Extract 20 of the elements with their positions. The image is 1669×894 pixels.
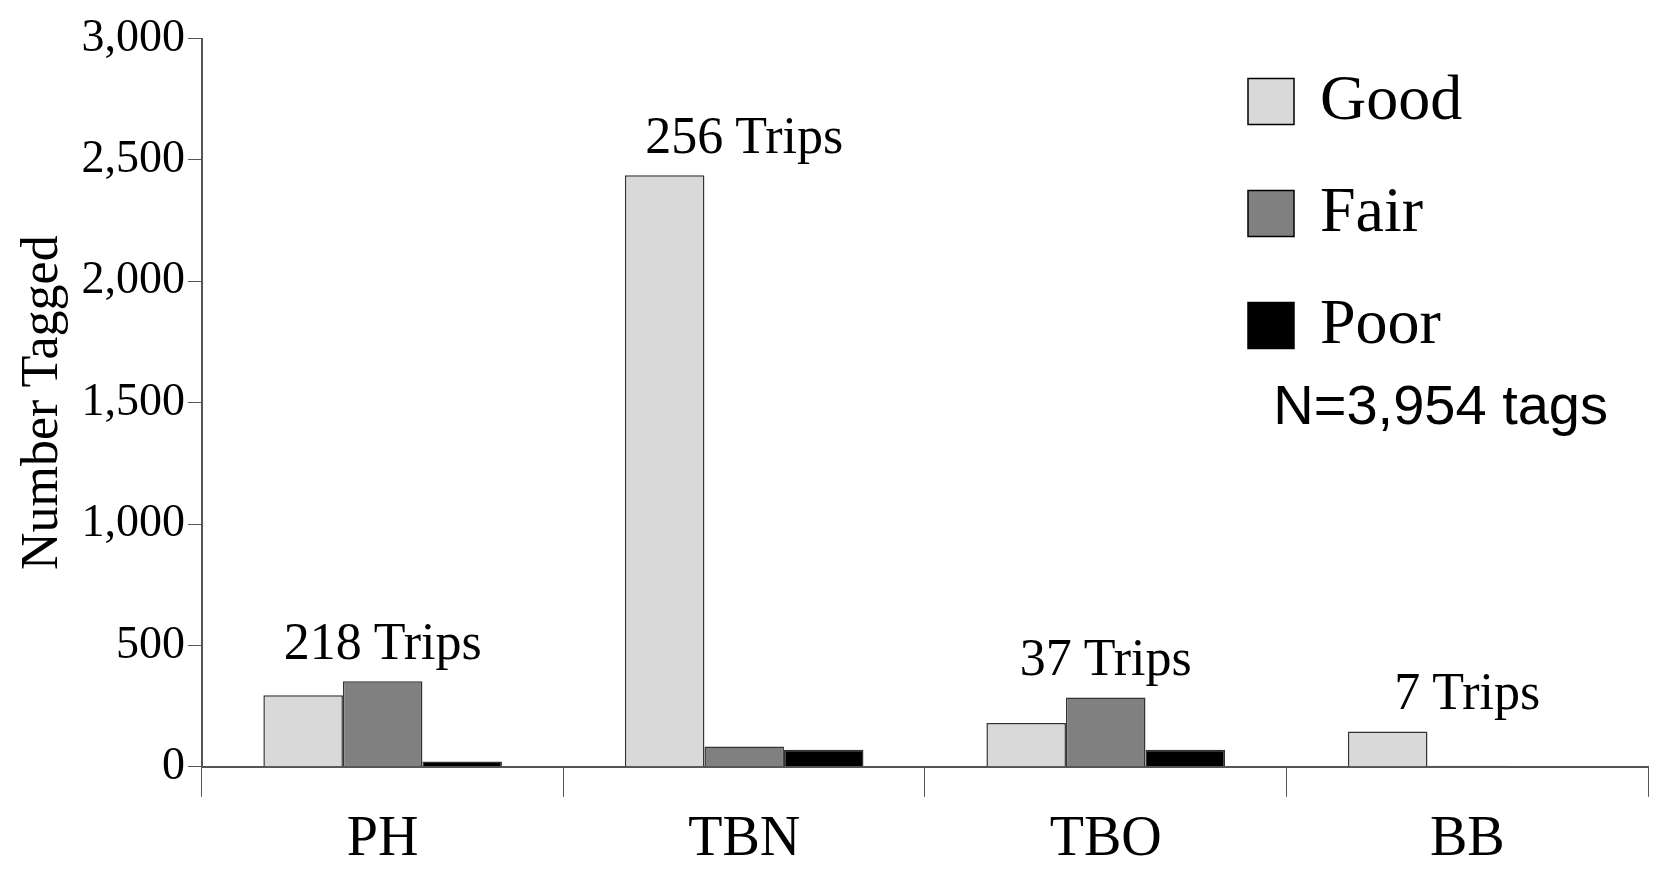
legend-label: Good bbox=[1320, 62, 1463, 134]
annotation: N=3,954 tags bbox=[1273, 373, 1608, 437]
legend-label: Fair bbox=[1320, 174, 1424, 246]
x-tick-label: BB bbox=[1429, 805, 1505, 868]
annotation: 256 Trips bbox=[645, 106, 844, 164]
y-tick-label: 2,000 bbox=[81, 252, 185, 304]
annotation: 218 Trips bbox=[283, 613, 482, 671]
y-tick-label: 1,500 bbox=[81, 373, 185, 425]
y-tick-label: 3,000 bbox=[81, 9, 185, 61]
x-tick-label: PH bbox=[346, 805, 419, 868]
y-axis-title: Number Tagged bbox=[10, 235, 68, 571]
y-tick-label: 2,500 bbox=[81, 131, 185, 183]
legend-label: Poor bbox=[1320, 286, 1441, 358]
y-tick-label: 1,000 bbox=[81, 495, 185, 547]
y-tick-label: 500 bbox=[115, 616, 185, 668]
x-tick-label: TBN bbox=[688, 805, 801, 868]
x-tick-label: TBO bbox=[1049, 805, 1162, 868]
annotation: 7 Trips bbox=[1394, 663, 1541, 721]
annotation: 37 Trips bbox=[1019, 629, 1192, 687]
y-tick-label: 0 bbox=[161, 737, 185, 789]
